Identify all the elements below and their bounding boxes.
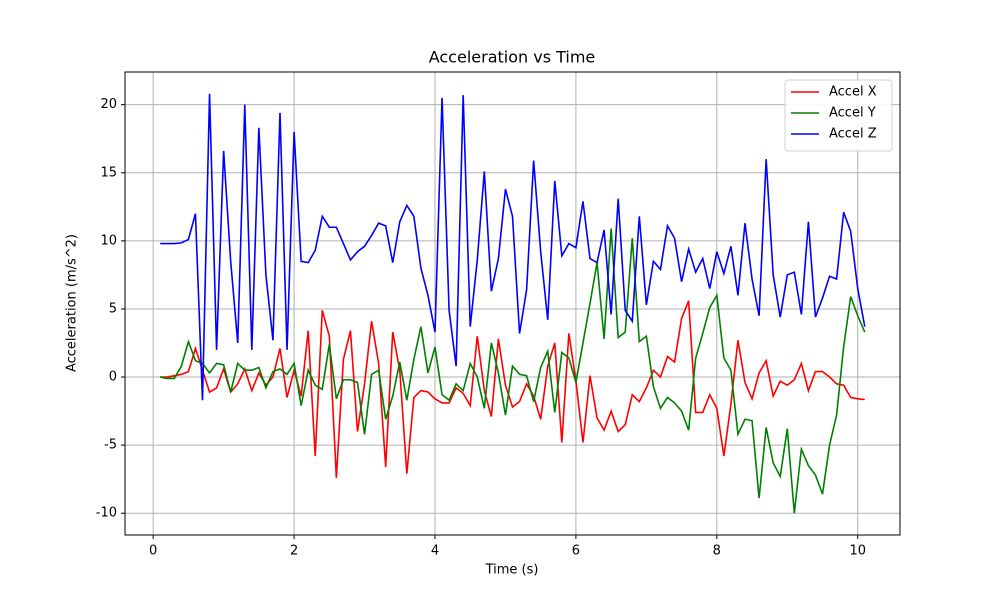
x-tick-label: 6 xyxy=(572,544,580,559)
data-line xyxy=(160,93,866,401)
data-line xyxy=(160,300,865,478)
y-tick-label: 10 xyxy=(100,233,117,248)
y-tick-label: 5 xyxy=(109,301,117,316)
y-tick-label: 15 xyxy=(100,165,117,180)
y-tick-label: 0 xyxy=(109,370,117,385)
chart-title: Acceleration vs Time xyxy=(429,48,596,67)
data-line xyxy=(160,228,866,514)
x-axis-label: Time (s) xyxy=(485,563,539,578)
legend-label: Accel Z xyxy=(829,127,877,142)
x-tick-label: 0 xyxy=(149,544,157,559)
y-tick-label: -10 xyxy=(96,506,117,521)
x-tick-label: 4 xyxy=(431,544,439,559)
y-tick-label: -5 xyxy=(104,438,117,453)
x-tick-label: 8 xyxy=(713,544,721,559)
legend-label: Accel Y xyxy=(829,106,876,121)
x-tick-label: 2 xyxy=(290,544,298,559)
legend-label: Accel X xyxy=(829,85,877,100)
x-tick-label: 10 xyxy=(849,544,866,559)
y-axis-label: Acceleration (m/s^2) xyxy=(65,234,80,372)
y-tick-label: 20 xyxy=(100,97,117,112)
plot-frame xyxy=(124,71,901,536)
